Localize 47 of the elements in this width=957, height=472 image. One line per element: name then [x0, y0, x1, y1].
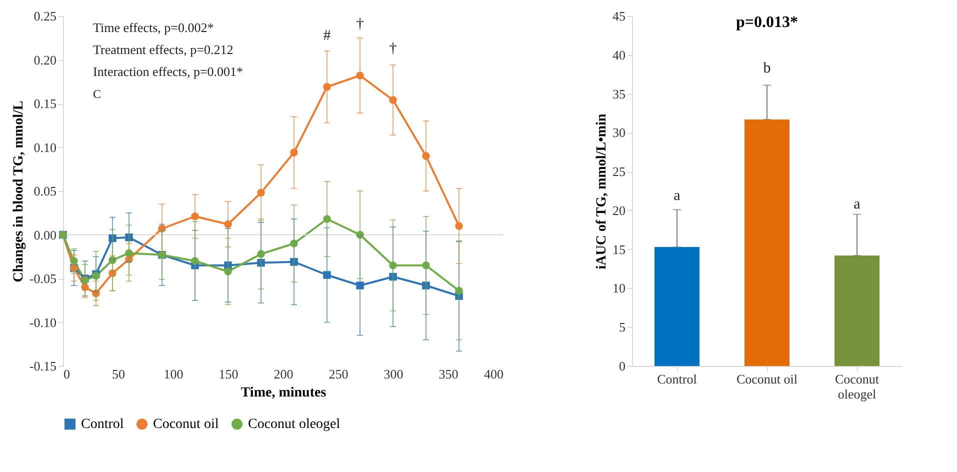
y-tick-label: 30 [612, 125, 626, 140]
y-tick-label: 5 [619, 320, 626, 335]
y-tick-label: 0.05 [34, 184, 56, 198]
y-tick-label: -0.15 [29, 358, 56, 374]
y-tick-label: 15 [612, 242, 626, 257]
y-tick-label: 10 [612, 280, 626, 296]
y-tick-label: 45 [612, 8, 626, 24]
y-tick-label: 0.00 [34, 227, 56, 242]
y-axis-title: Changes in blood TG, mmol/L [11, 100, 26, 282]
annotation: † [389, 41, 398, 57]
x-tick-label: 250 [328, 366, 348, 382]
y-tick-label: -0.10 [29, 314, 56, 330]
y-tick-label: 0.25 [34, 8, 56, 24]
y-tick-label: 0.10 [34, 140, 56, 155]
y-tick-label: 25 [612, 164, 626, 180]
x-tick-label: Control [657, 372, 698, 386]
x-tick-label: 150 [218, 366, 238, 382]
annotation: b [763, 60, 771, 76]
legend-label: Coconut oil [153, 417, 219, 432]
x-tick-label: Coconut oil [736, 372, 798, 386]
annotation: # [323, 28, 332, 44]
x-tick-label: 0 [64, 366, 70, 382]
y-tick-label: 40 [612, 47, 626, 62]
y-tick-label: 0.15 [34, 96, 56, 111]
legend-label: Control [81, 417, 124, 432]
x-tick-label: 200 [274, 366, 294, 382]
annotation: Treatment effects, p=0.212 [93, 42, 234, 57]
annotation: Interaction effects, p=0.001* [93, 64, 244, 79]
x-axis-title: Time, minutes [240, 386, 327, 400]
legend-label: Coconut oleogel [248, 417, 340, 432]
y-axis-title: iAUC of TG, mmol/L•min [594, 114, 610, 270]
x-tick-label: 100 [164, 366, 184, 382]
x-tick-label: 300 [384, 366, 404, 382]
x-tick-label: 400 [484, 366, 504, 382]
x-tick-label: 50 [112, 366, 125, 382]
annotation: C [93, 87, 102, 101]
annotation: Time effects, p=0.002* [93, 20, 214, 35]
y-tick-label: 20 [612, 202, 626, 218]
y-tick-label: -0.05 [29, 271, 56, 286]
annotation: † [356, 16, 364, 32]
annotation: a [854, 196, 861, 213]
y-tick-label: 35 [612, 86, 626, 102]
chart-title: p=0.013* [736, 14, 798, 31]
x-tick-label: 350 [438, 366, 458, 382]
x-tick-label: Coconut oleogel [834, 372, 880, 402]
annotation: a [674, 188, 681, 204]
y-tick-label: 0.20 [34, 52, 56, 68]
